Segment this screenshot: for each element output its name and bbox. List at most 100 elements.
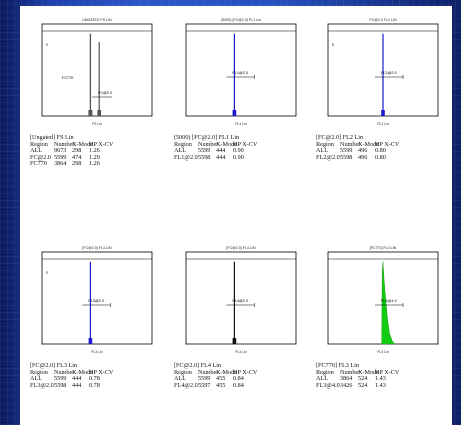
stats-header-row: Region Number X-Mode HP X-CV (30, 368, 162, 377)
stats-column-header: HP X-CV (375, 368, 400, 376)
stats-column-header: Region (174, 368, 192, 376)
stats-column-header: Number (54, 368, 75, 376)
stats-column-header: Region (316, 140, 334, 148)
stats-row: FC770 3864 298 1.26 (30, 161, 162, 168)
y-axis-label: E (46, 271, 49, 275)
x-axis-label: FL3 Lin (91, 350, 102, 354)
stats-column-header: X-Mode (216, 368, 237, 376)
x-axis-label: FL2 Lin (377, 122, 388, 126)
stats-column-header: Number (340, 140, 361, 148)
stats-cell: 298 (72, 147, 82, 155)
stats-cell: 3426 (340, 381, 353, 389)
stats-cell: 0.84 (233, 381, 244, 389)
histogram-panel: (5000) [FC@2.0] FL1 Lin FL1 Lin FL1@2.0 (50… (174, 14, 306, 184)
stats-cell: 5598 (198, 153, 211, 161)
stats-column-header: X-Mode (72, 140, 93, 148)
stats-row: ALL 3864 524 1.43 (316, 376, 448, 383)
chart-title: [FC770] FL3 LIN (370, 246, 397, 250)
stats-column-header: X-Mode (358, 368, 379, 376)
stats-cell: 3864 (54, 160, 67, 168)
histogram-peak-base (97, 110, 101, 116)
stats-table: (5000) [FC@2.0] FL1 Lin Region Number X-Mod… (174, 134, 306, 161)
chart-title: (5000) [FC@2.0] FL1 Lin (221, 18, 261, 22)
stats-cell: 1.26 (89, 160, 100, 168)
stats-cell: ALL (316, 147, 329, 155)
histogram-panel: [FC@2.0] FL4 LIN FL4 Lin FL4@2.0 [FC@2.0] F… (174, 242, 306, 412)
stats-row: ALL 5599 496 0.80 (316, 148, 448, 155)
x-axis-label: FL4 Lin (235, 350, 246, 354)
stats-cell: 0.84 (233, 375, 244, 383)
stats-table: [FC@2.0] FL3 Lin Region Number X-Mode HP X-C… (30, 362, 162, 389)
stats-header-row: Region Number X-Mode HP X-CV (174, 368, 306, 377)
stats-row: FC@2.0 5599 474 1.29 (30, 153, 162, 162)
stats-column-header: Region (30, 368, 48, 376)
stats-caption: [FC770] FL3 Lin (316, 362, 359, 369)
histogram-chart: (5000) [FC@2.0] FL1 Lin FL1 Lin FL1@2.0 (185, 18, 297, 126)
gate-label: FL2@2.0 (381, 71, 397, 75)
stats-cell: ALL (174, 375, 187, 383)
stats-table: [FC770] FL3 Lin Region Number X-Mode HP X-CV… (316, 362, 448, 390)
plot-frame (41, 23, 153, 117)
stats-cell: 3864 (340, 375, 353, 383)
chart-title: [FC@2.0] FL4 LIN (226, 246, 256, 250)
stats-column-header: Region (174, 140, 192, 148)
stats-cell: 455 (216, 375, 226, 383)
stats-cell: FL3@4.0 (316, 381, 340, 389)
stats-table: [Ungated] FS Lin Region Number X-Mode HP X-C… (30, 134, 162, 168)
stats-cell: 0.78 (89, 381, 100, 389)
stats-cell: ALL (30, 147, 43, 155)
stats-cell: 444 (72, 375, 82, 383)
stats-cell: 524 (358, 381, 368, 389)
gate-label: FC@2.0 (98, 91, 112, 95)
stats-cell: 1.29 (89, 153, 100, 161)
stats-column-header: HP X-CV (233, 140, 258, 148)
stats-cell: 444 (72, 381, 82, 389)
stats-column-header: HP X-CV (89, 368, 114, 376)
stats-cell: 496 (358, 153, 368, 161)
chart-title: UNGATED FS LIN (82, 18, 112, 22)
stats-column-header: Number (198, 140, 219, 148)
stats-caption: [FC@2.0] FL2 Lin (316, 134, 364, 141)
histogram-peak-base (232, 338, 237, 344)
stats-cell: 5597 (198, 381, 211, 389)
histogram-peak-base (381, 110, 385, 116)
stats-caption: [Ungated] FS Lin (30, 134, 74, 141)
stats-row: FL2@2.0 5598 496 0.80 (316, 153, 448, 162)
stats-cell: 5599 (54, 153, 67, 161)
stats-column-header: Number (198, 368, 219, 376)
stats-cell: FL2@2.0 (316, 153, 340, 161)
stats-column-header: Region (30, 140, 48, 148)
histogram-peak (89, 33, 92, 116)
stats-column-header: X-Mode (358, 140, 379, 148)
stats-cell: 0.80 (375, 153, 386, 161)
stats-column-header: HP X-CV (89, 140, 114, 148)
stats-header-row: Region Number X-Mode HP X-CV (30, 140, 162, 149)
stats-row: FL4@2.0 5597 455 0.84 (174, 381, 306, 390)
stats-cell: 1.43 (375, 375, 386, 383)
stats-cell: 9673 (54, 147, 67, 155)
stats-row: ALL 5599 455 0.84 (174, 376, 306, 383)
histogram-peak (382, 33, 384, 116)
stats-row: FL3@4.0 3426 524 1.43 (316, 381, 448, 390)
histogram-chart: UNGATED FS LIN E FS Lin FC770 FC@2.0 (41, 18, 153, 126)
x-axis-label: FL1 Lin (235, 122, 246, 126)
chart-title: [FC@2.0] FL3 LIN (82, 246, 112, 250)
histogram-peak-base (88, 110, 93, 116)
stats-header-row: Region Number X-Mode HP X-CV (174, 140, 306, 149)
stats-cell: 0.80 (375, 147, 386, 155)
stats-cell: FC770 (30, 160, 47, 168)
stats-column-header: Region (316, 368, 334, 376)
stats-header-row: Region Number X-Mode HP X-CV (316, 368, 448, 377)
histogram-chart: [FC@2.0] FL3 LIN E FL3 Lin FL3@2.0 (41, 246, 153, 354)
stats-header-row: Region Number X-Mode HP X-CV (316, 140, 448, 149)
stats-cell: 5599 (340, 147, 353, 155)
histogram-chart: FC@2.0 FL2 LIN E FL2 Lin FL2@2.0 (327, 18, 439, 126)
stats-cell: 5599 (198, 147, 211, 155)
stats-cell: 1.43 (375, 381, 386, 389)
stats-cell: ALL (316, 375, 329, 383)
stats-cell: ALL (30, 375, 43, 383)
y-axis-label: E (46, 43, 49, 47)
stats-cell: FL3@2.0 (30, 381, 54, 389)
stats-cell: 0.90 (233, 147, 244, 155)
histogram-chart: [FC@2.0] FL4 LIN FL4 Lin FL4@2.0 (185, 246, 297, 354)
